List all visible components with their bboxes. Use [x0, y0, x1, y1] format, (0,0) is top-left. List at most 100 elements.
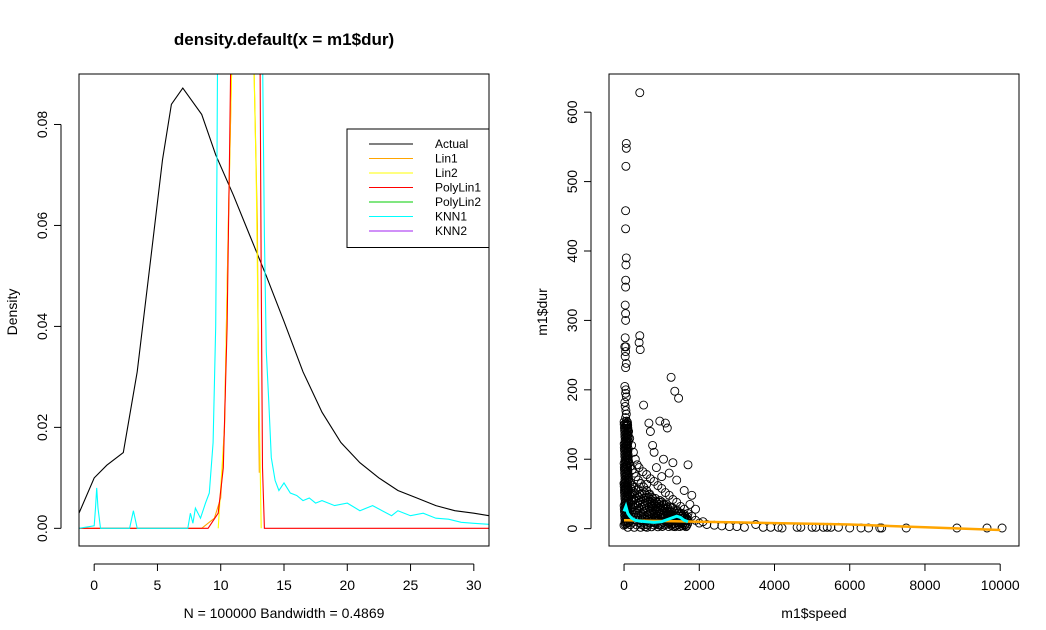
scatter-dense-cluster [619, 417, 693, 532]
scatter-point [621, 224, 631, 234]
scatter-point [621, 260, 631, 270]
density-plot-x-tick-label: 25 [403, 577, 419, 593]
legend-label-actual: Actual [435, 137, 468, 151]
density-plot-series [79, 74, 489, 529]
scatter-point [647, 496, 657, 506]
scatter-point [658, 510, 668, 520]
scatter-point [631, 508, 641, 518]
scatter-point [629, 522, 639, 532]
scatter-point [623, 449, 633, 459]
scatter-point [655, 416, 665, 426]
scatter-plot-y-label: m1$dur [534, 288, 550, 336]
scatter-point [997, 523, 1007, 533]
scatter-point [621, 448, 631, 458]
scatter-point [622, 486, 632, 496]
scatter-point [620, 300, 630, 310]
scatter-point [668, 458, 678, 468]
density-plot-x-tick-label: 20 [339, 577, 355, 593]
scatter-point [666, 507, 676, 517]
legend-label-knn2: KNN2 [435, 224, 467, 238]
scatter-point [633, 475, 643, 485]
scatter-point [739, 522, 749, 532]
scatter-point [672, 475, 682, 485]
scatter-point [642, 522, 652, 532]
scatter-plot-y-tick-label: 400 [564, 239, 580, 263]
scatter-point [645, 508, 655, 518]
scatter-plot-frame [608, 73, 1020, 547]
scatter-point [634, 492, 644, 502]
scatter-point [619, 485, 629, 495]
density-plot-x-label: N = 100000 Bandwidth = 0.4869 [184, 605, 385, 621]
scatter-point [621, 342, 631, 352]
scatter-point [620, 381, 630, 391]
scatter-point [758, 522, 768, 532]
scatter-point [659, 454, 668, 464]
scatter-point [683, 460, 693, 470]
scatter-point [621, 347, 631, 357]
scatter-point [622, 473, 632, 483]
series-line-lin2 [217, 74, 262, 529]
scatter-point [620, 429, 630, 439]
scatter-point [674, 393, 684, 403]
scatter-point [623, 424, 633, 434]
density-plot-y-label: Density [4, 289, 20, 336]
scatter-point [651, 463, 661, 473]
fit-line-knn1 [622, 501, 689, 524]
scatter-plot-y-tick-label: 500 [564, 170, 580, 194]
scatter-plot-y-tick-label: 200 [564, 378, 580, 402]
scatter-point [622, 447, 632, 457]
density-plot-panel: density.default(x = m1$dur) N = 100000 B… [4, 30, 490, 621]
scatter-point [621, 392, 631, 402]
density-plot-x-tick-label: 15 [276, 577, 292, 593]
scatter-point [635, 88, 645, 98]
scatter-point [635, 345, 645, 355]
scatter-point [621, 385, 631, 395]
density-plot-y-tick-label: 0.00 [34, 514, 50, 541]
scatter-point [621, 363, 631, 373]
scatter-point [639, 400, 649, 410]
scatter-point [623, 463, 633, 473]
density-plot-y-tick-label: 0.06 [34, 212, 50, 239]
scatter-point [635, 331, 645, 341]
scatter-point [622, 461, 631, 470]
density-plot-axes: 0 5 10 15 20 25 30 0.00 0.02 0.04 0.06 0.08 [34, 111, 482, 593]
scatter-point [620, 333, 630, 343]
scatter-point [664, 468, 674, 478]
scatter-point [622, 476, 632, 486]
density-plot-x-tick-label: 30 [466, 577, 482, 593]
scatter-plot-y-tick-label: 100 [564, 447, 580, 471]
legend-label-polylin2: PolyLin2 [435, 195, 481, 209]
scatter-point [623, 466, 633, 476]
scatter-point [670, 386, 680, 396]
scatter-plot-x-label: m1$speed [781, 605, 846, 621]
scatter-point [620, 419, 630, 429]
scatter-point [622, 431, 632, 441]
scatter-point [620, 436, 630, 445]
scatter-point [624, 436, 633, 446]
legend-label-knn1: KNN1 [435, 210, 467, 224]
scatter-point [642, 479, 652, 489]
scatter-point [621, 206, 631, 216]
scatter-point [636, 522, 646, 532]
scatter-point [649, 447, 659, 457]
scatter-point [648, 440, 658, 450]
scatter-point [623, 443, 633, 453]
scatter-point [621, 138, 631, 148]
scatter-point [620, 352, 630, 361]
scatter-point [622, 467, 632, 477]
scatter-plot-y-tick-label: 0 [564, 525, 580, 533]
scatter-plot-panel: m1$speed m1$dur 0 2000 4000 6000 8000 10000 0 1… [534, 73, 1020, 621]
series-line-knn1 [79, 74, 489, 529]
scatter-point [982, 523, 992, 533]
scatter-point [621, 253, 631, 263]
scatter-point [621, 309, 631, 318]
scatter-point [621, 388, 631, 398]
scatter-point [623, 472, 633, 482]
scatter-point [622, 454, 632, 463]
scatter-point [622, 450, 632, 460]
legend-box [346, 128, 490, 248]
legend-label-polylin1: PolyLin1 [435, 181, 481, 195]
scatter-plot-y-tick-label: 600 [564, 100, 580, 124]
